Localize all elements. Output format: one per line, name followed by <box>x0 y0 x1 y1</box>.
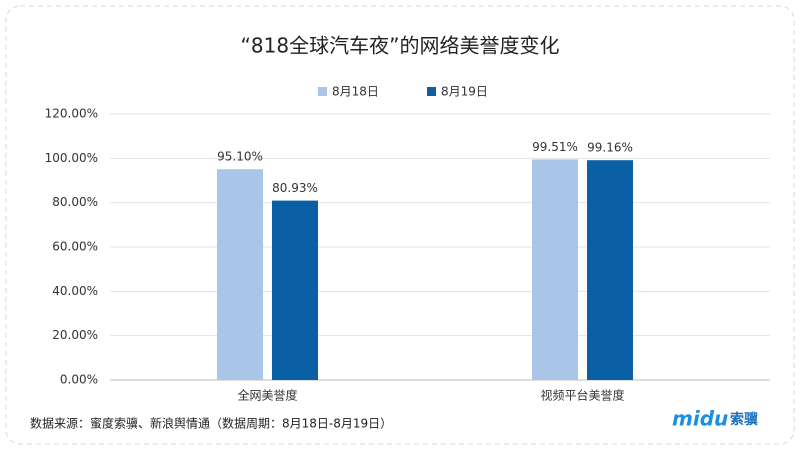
bar <box>272 200 318 380</box>
source-note: 数据来源：蜜度索骥、新浪舆情通（数据周期：8月18日-8月19日） <box>30 416 392 431</box>
logo-name: 索骥 <box>730 411 758 428</box>
value-label: 80.93% <box>272 181 318 195</box>
bar <box>587 160 633 380</box>
y-tick-label: 20.00% <box>52 328 98 342</box>
y-tick-label: 120.00% <box>45 107 98 121</box>
card-border <box>5 5 795 445</box>
legend-swatch <box>318 87 327 96</box>
y-tick-label: 40.00% <box>52 284 98 298</box>
bar <box>217 169 263 380</box>
x-tick-label: 全网美誉度 <box>237 388 297 403</box>
y-tick-label: 100.00% <box>45 151 98 165</box>
y-tick-label: 0.00% <box>60 373 98 387</box>
y-tick-label: 60.00% <box>52 240 98 254</box>
value-label: 95.10% <box>217 150 263 164</box>
bar <box>532 159 578 380</box>
legend-label: 8月18日 <box>332 85 379 99</box>
logo-brand: midu <box>672 407 728 431</box>
legend-label: 8月19日 <box>441 85 488 99</box>
legend-swatch <box>427 87 436 96</box>
y-tick-label: 80.00% <box>52 195 98 209</box>
value-label: 99.51% <box>532 140 578 154</box>
chart-title: “818全球汽车夜”的网络美誉度变化 <box>241 34 560 58</box>
value-label: 99.16% <box>587 141 633 155</box>
x-tick-label: 视频平台美誉度 <box>540 388 624 403</box>
